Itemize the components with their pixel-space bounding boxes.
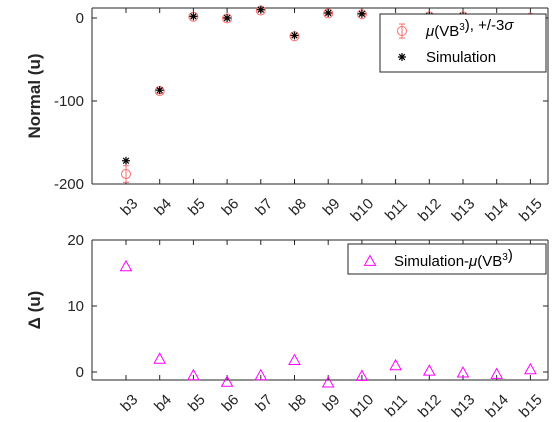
bottom-panel: 20 10 0 b3 b4 b5 b6 b7 b8 b9 b10 b11 b12 b13 b14 b15 Δ (… — [25, 232, 549, 421]
data-point — [456, 366, 470, 378]
x-tick-label: b14 — [482, 391, 512, 421]
y-axis-label: Δ (u) — [25, 291, 44, 330]
x-tick-label: b5 — [185, 195, 209, 219]
data-point — [422, 364, 436, 376]
data-point — [220, 375, 234, 387]
legend-marker — [363, 254, 377, 266]
data-point — [355, 369, 369, 381]
data-point — [254, 368, 268, 381]
legend-marker — [397, 26, 407, 36]
x-tick-label: b8 — [286, 391, 310, 415]
x-tick-label: b5 — [185, 391, 209, 415]
y-tick-label: -100 — [54, 93, 84, 110]
data-point — [223, 14, 232, 22]
data-point — [357, 9, 366, 18]
x-tick-label: b9 — [320, 195, 344, 219]
legend-marker — [398, 53, 406, 61]
y-tick-label: -200 — [54, 176, 84, 193]
x-tick-label: b11 — [382, 391, 411, 420]
x-tick-label: b15 — [516, 391, 546, 421]
y-axis-label: Normal (u) — [25, 54, 44, 139]
x-tick-label: b7 — [252, 391, 276, 415]
legend-entry-label: Simulation — [426, 49, 496, 66]
x-tick-label: b4 — [151, 391, 175, 415]
data-point — [290, 31, 299, 40]
x-tick-label: b3 — [117, 391, 141, 415]
x-tick-label: b11 — [382, 195, 411, 224]
data-point — [321, 376, 335, 388]
legend: μ(VB3), +/-3σ Simulation — [379, 13, 547, 73]
data-point — [288, 353, 301, 366]
x-tick-label: b7 — [252, 195, 276, 219]
x-tick-label: b8 — [286, 195, 310, 219]
y-tick-label: 0 — [76, 10, 84, 27]
x-tick-label: b12 — [415, 391, 445, 421]
data-point — [490, 367, 504, 379]
x-tick-label: b10 — [347, 391, 377, 421]
data-point — [524, 362, 537, 375]
legend-entry-label: Simulation-μ(VB3) — [394, 247, 513, 270]
x-tick-label: b6 — [219, 195, 243, 219]
legend-box — [379, 13, 547, 73]
data-point — [389, 358, 402, 371]
legend: Simulation-μ(VB3) — [347, 243, 547, 275]
x-tick-label: b13 — [449, 391, 479, 421]
data-point — [187, 368, 200, 381]
data-point — [189, 12, 198, 21]
data-point — [122, 156, 130, 165]
data-point — [188, 11, 199, 22]
data-point — [121, 169, 131, 180]
data-point — [256, 5, 265, 14]
data-point — [153, 352, 167, 364]
x-tick-label: b6 — [219, 391, 243, 415]
x-tick-label: b9 — [320, 391, 344, 415]
x-tick-label: b15 — [516, 195, 546, 225]
x-tick-label: b4 — [151, 195, 175, 219]
y-tick-label: 20 — [67, 232, 84, 249]
y-tick-label: 10 — [67, 298, 84, 315]
data-point — [323, 8, 334, 19]
x-tick-label: b3 — [117, 195, 141, 219]
data-point — [324, 9, 333, 18]
x-tick-label: b14 — [482, 195, 512, 225]
x-tick-label: b12 — [415, 195, 445, 225]
data-point — [119, 259, 133, 272]
y-tick-label: 0 — [76, 364, 84, 381]
x-tick-label: b13 — [449, 195, 479, 225]
data-point — [222, 13, 233, 24]
top-panel: 0 -100 -200 b3 b4 b5 b6 b7 b8 b9 b10 b11 b12 b13 b14 b1… — [25, 5, 549, 225]
x-tick-label: b10 — [347, 195, 377, 225]
data-point — [356, 9, 367, 20]
data-point — [155, 86, 164, 95]
legend-entry-label: μ(VB3), +/-3σ — [425, 17, 514, 40]
legend-box — [347, 243, 547, 275]
